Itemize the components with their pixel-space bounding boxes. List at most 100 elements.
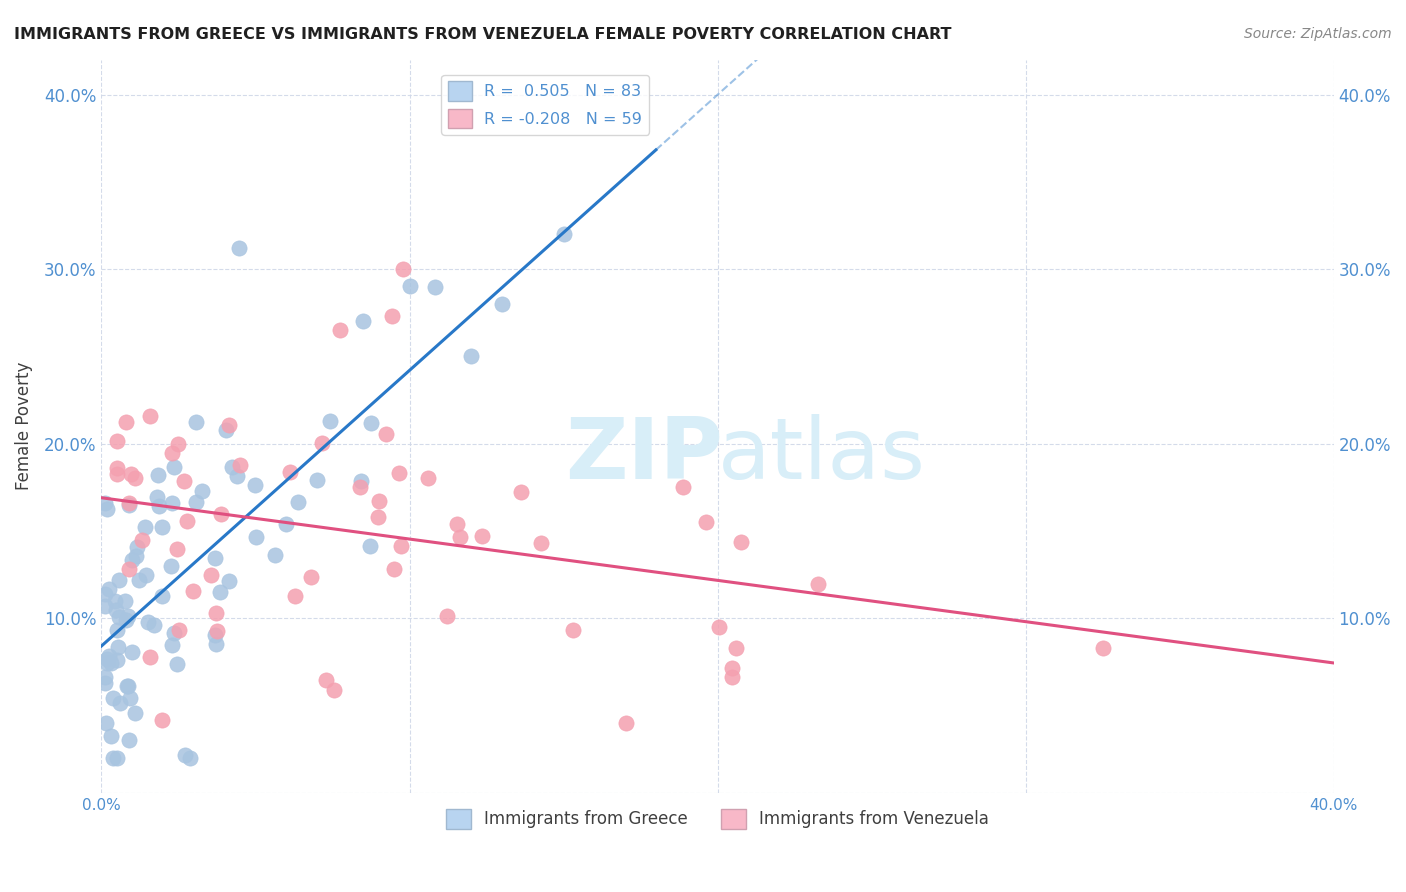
Point: [94, 676, 117, 690]
Point: [449, 530, 471, 544]
Point: [160, 446, 183, 460]
Point: [94, 599, 117, 613]
Point: [307, 473, 329, 487]
Point: [131, 533, 153, 547]
Point: [101, 750, 124, 764]
Point: [124, 706, 146, 720]
Point: [105, 434, 128, 449]
Point: [392, 262, 415, 277]
Point: [226, 469, 249, 483]
Point: [114, 594, 136, 608]
Point: [368, 494, 391, 508]
Y-axis label: Female Poverty: Female Poverty: [15, 362, 32, 491]
Point: [721, 660, 744, 674]
Point: [204, 550, 226, 565]
Point: [287, 494, 309, 508]
Point: [121, 553, 143, 567]
Point: [138, 615, 160, 630]
Legend: Immigrants from Greece, Immigrants from Venezuela: Immigrants from Greece, Immigrants from …: [439, 802, 995, 836]
Point: [166, 657, 188, 672]
Point: [1091, 640, 1114, 655]
Point: [101, 690, 124, 705]
Point: [388, 466, 411, 480]
Point: [167, 437, 190, 451]
Point: [672, 479, 695, 493]
Point: [105, 653, 128, 667]
Point: [167, 623, 190, 637]
Point: [218, 574, 240, 589]
Point: [143, 618, 166, 632]
Point: [160, 639, 183, 653]
Point: [200, 568, 222, 582]
Text: IMMIGRANTS FROM GREECE VS IMMIGRANTS FROM VENEZUELA FEMALE POVERTY CORRELATION C: IMMIGRANTS FROM GREECE VS IMMIGRANTS FRO…: [14, 27, 952, 42]
Point: [375, 427, 398, 442]
Point: [264, 549, 287, 563]
Point: [107, 640, 129, 654]
Point: [319, 414, 342, 428]
Point: [103, 594, 125, 608]
Point: [163, 625, 186, 640]
Point: [446, 517, 468, 532]
Point: [276, 517, 298, 532]
Point: [311, 436, 333, 450]
Point: [398, 279, 420, 293]
Point: [96, 652, 118, 666]
Point: [695, 515, 717, 529]
Point: [115, 613, 138, 627]
Point: [179, 750, 201, 764]
Point: [221, 459, 243, 474]
Point: [94, 716, 117, 731]
Point: [510, 485, 533, 500]
Point: [425, 280, 447, 294]
Point: [150, 520, 173, 534]
Point: [491, 297, 513, 311]
Point: [148, 499, 170, 513]
Point: [118, 499, 141, 513]
Point: [367, 510, 389, 524]
Point: [162, 495, 184, 509]
Point: [117, 679, 139, 693]
Point: [243, 477, 266, 491]
Point: [284, 589, 307, 603]
Point: [159, 559, 181, 574]
Point: [97, 582, 120, 596]
Point: [125, 540, 148, 554]
Point: [150, 713, 173, 727]
Point: [707, 620, 730, 634]
Point: [120, 691, 142, 706]
Point: [139, 409, 162, 423]
Point: [124, 549, 146, 563]
Point: [228, 241, 250, 255]
Point: [118, 562, 141, 576]
Point: [93, 587, 115, 601]
Point: [349, 480, 371, 494]
Point: [724, 641, 747, 656]
Point: [807, 577, 830, 591]
Point: [245, 530, 267, 544]
Point: [218, 417, 240, 432]
Point: [208, 585, 231, 599]
Point: [115, 679, 138, 693]
Point: [184, 416, 207, 430]
Point: [107, 573, 129, 587]
Point: [98, 648, 121, 663]
Point: [191, 483, 214, 498]
Point: [162, 459, 184, 474]
Point: [105, 624, 128, 638]
Point: [389, 539, 412, 553]
Point: [529, 535, 551, 549]
Point: [176, 514, 198, 528]
Point: [117, 496, 139, 510]
Point: [108, 697, 131, 711]
Point: [614, 715, 637, 730]
Point: [173, 475, 195, 489]
Point: [205, 637, 228, 651]
Point: [121, 645, 143, 659]
Point: [166, 542, 188, 557]
Point: [721, 670, 744, 684]
Point: [146, 467, 169, 482]
Point: [181, 583, 204, 598]
Point: [350, 475, 373, 489]
Point: [299, 570, 322, 584]
Point: [93, 669, 115, 683]
